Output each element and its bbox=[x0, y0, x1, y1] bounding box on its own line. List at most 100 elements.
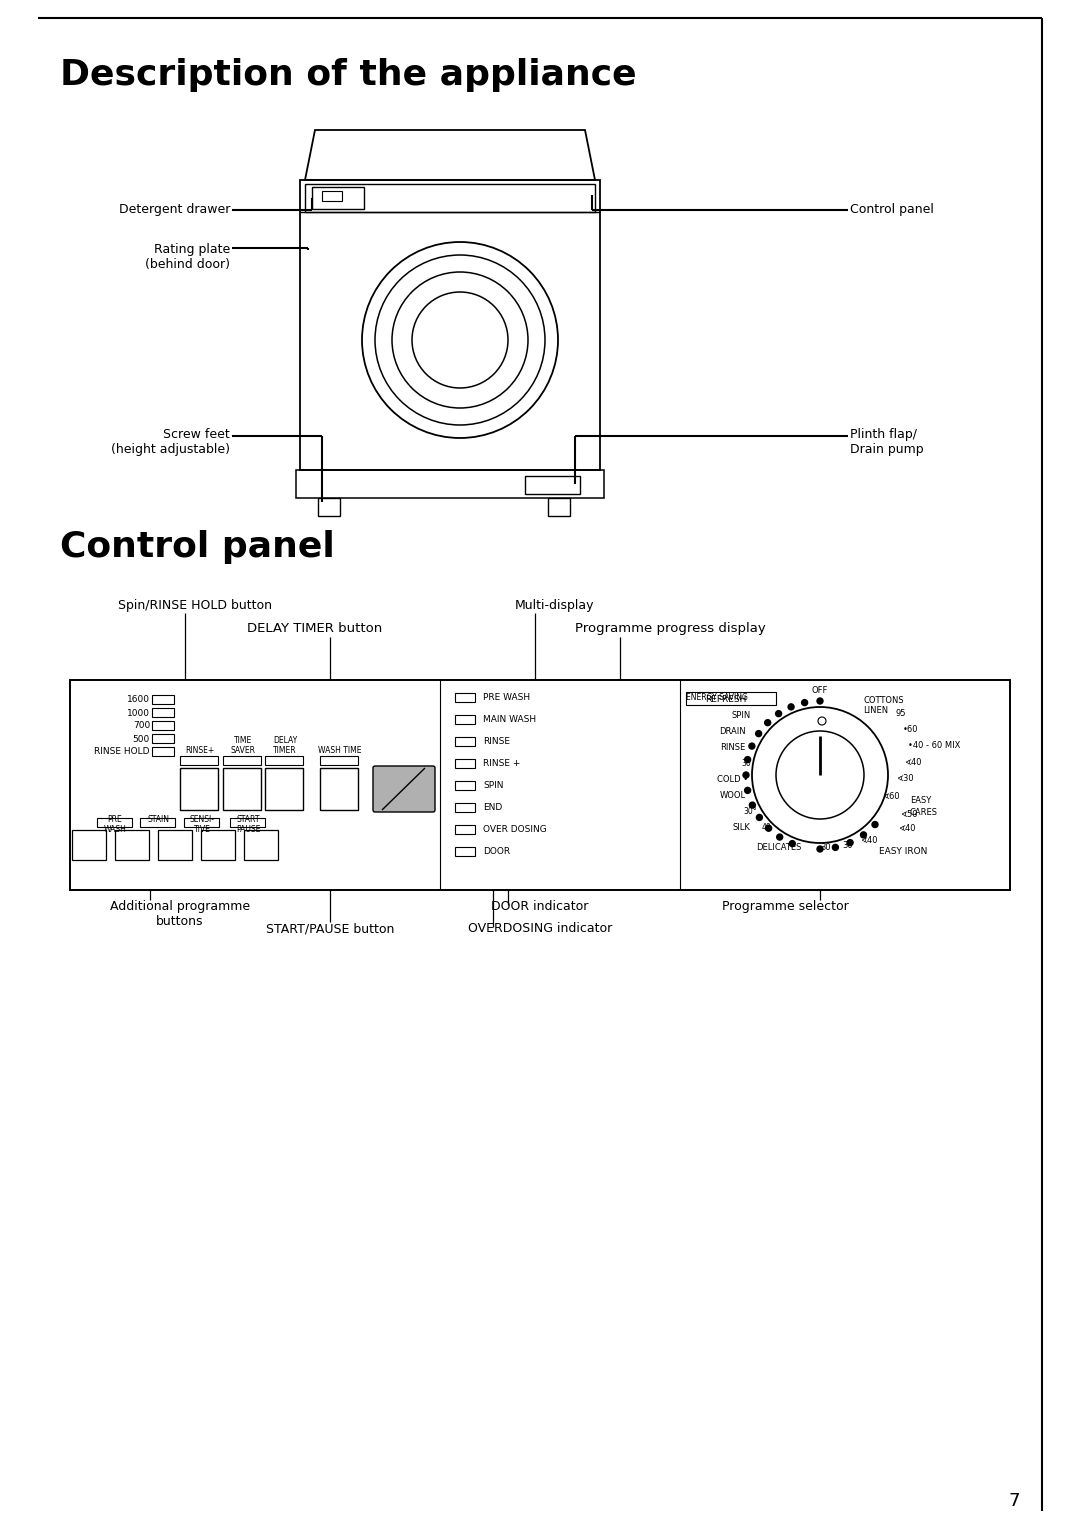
Text: DOOR: DOOR bbox=[483, 847, 510, 856]
Text: •60: •60 bbox=[903, 725, 918, 734]
Text: STAIN: STAIN bbox=[147, 815, 168, 824]
Text: MAIN WASH: MAIN WASH bbox=[483, 716, 536, 725]
Text: DELAY TIMER button: DELAY TIMER button bbox=[247, 622, 382, 635]
Text: 95: 95 bbox=[896, 709, 906, 719]
Circle shape bbox=[833, 844, 838, 850]
Text: DOOR indicator: DOOR indicator bbox=[491, 901, 589, 913]
Bar bbox=[244, 830, 278, 859]
Text: Plinth flap/
Drain pump: Plinth flap/ Drain pump bbox=[850, 428, 923, 456]
Circle shape bbox=[847, 839, 853, 846]
Circle shape bbox=[765, 720, 771, 726]
Bar bbox=[455, 716, 475, 725]
Text: ∢50: ∢50 bbox=[900, 809, 918, 818]
Text: ∢40: ∢40 bbox=[861, 835, 878, 844]
Bar bbox=[455, 847, 475, 856]
Text: RINSE: RINSE bbox=[719, 743, 745, 752]
Circle shape bbox=[777, 833, 783, 839]
Text: SPIN: SPIN bbox=[483, 781, 503, 790]
Circle shape bbox=[861, 832, 866, 838]
Bar bbox=[70, 680, 1010, 890]
Bar bbox=[152, 748, 174, 755]
Circle shape bbox=[816, 846, 823, 852]
Bar bbox=[152, 722, 174, 729]
Text: Programme selector: Programme selector bbox=[721, 901, 849, 913]
Text: DRAIN: DRAIN bbox=[719, 728, 746, 737]
Text: PRE
WASH: PRE WASH bbox=[104, 815, 126, 835]
Circle shape bbox=[775, 711, 782, 717]
Text: 30: 30 bbox=[821, 842, 832, 852]
Circle shape bbox=[789, 841, 795, 847]
Text: ∢40: ∢40 bbox=[904, 757, 921, 766]
Bar bbox=[184, 818, 219, 827]
Bar bbox=[265, 755, 303, 764]
Text: Detergent drawer: Detergent drawer bbox=[119, 203, 230, 217]
Text: Control panel: Control panel bbox=[850, 203, 934, 217]
Text: Programme progress display: Programme progress display bbox=[575, 622, 766, 635]
Bar bbox=[305, 183, 595, 213]
Text: Multi-display: Multi-display bbox=[515, 599, 595, 612]
Text: CARES: CARES bbox=[910, 807, 939, 816]
Bar bbox=[322, 191, 342, 200]
Bar bbox=[230, 818, 265, 827]
Circle shape bbox=[816, 699, 823, 703]
Text: ∢60: ∢60 bbox=[882, 792, 900, 801]
Bar bbox=[180, 768, 218, 810]
Bar bbox=[455, 758, 475, 768]
Text: Control panel: Control panel bbox=[60, 531, 335, 564]
Text: 700: 700 bbox=[133, 722, 150, 731]
Text: Description of the appliance: Description of the appliance bbox=[60, 58, 636, 92]
Text: COLD •: COLD • bbox=[717, 775, 748, 784]
Bar bbox=[318, 498, 340, 515]
Text: RINSE+: RINSE+ bbox=[186, 746, 215, 755]
Bar bbox=[320, 755, 357, 764]
Text: RINSE: RINSE bbox=[483, 737, 510, 746]
Circle shape bbox=[744, 787, 751, 794]
Text: ENERGY SAVING: ENERGY SAVING bbox=[686, 694, 747, 702]
Circle shape bbox=[750, 803, 755, 809]
Bar bbox=[201, 830, 235, 859]
Text: 40: 40 bbox=[762, 824, 772, 832]
Bar bbox=[152, 734, 174, 743]
Bar bbox=[222, 768, 261, 810]
Circle shape bbox=[744, 757, 751, 763]
Circle shape bbox=[743, 772, 750, 778]
Text: RINSE HOLD: RINSE HOLD bbox=[95, 748, 150, 757]
Bar bbox=[114, 830, 149, 859]
Bar bbox=[180, 755, 218, 764]
Text: START/PAUSE button: START/PAUSE button bbox=[266, 922, 394, 936]
Text: 1000: 1000 bbox=[127, 708, 150, 717]
Text: •40 - 60 MIX: •40 - 60 MIX bbox=[908, 742, 960, 751]
Text: 30: 30 bbox=[741, 760, 751, 769]
Text: 7: 7 bbox=[1009, 1492, 1020, 1511]
Bar bbox=[72, 830, 106, 859]
Text: SILK: SILK bbox=[732, 824, 750, 832]
Bar bbox=[455, 693, 475, 702]
Bar bbox=[686, 693, 777, 705]
Text: PRE WASH: PRE WASH bbox=[483, 694, 530, 702]
Bar bbox=[265, 768, 303, 810]
Bar bbox=[222, 755, 261, 764]
Text: COTTONS
LINEN: COTTONS LINEN bbox=[863, 696, 904, 716]
Text: WASH TIME: WASH TIME bbox=[319, 746, 362, 755]
Text: WOOL: WOOL bbox=[720, 792, 746, 801]
Circle shape bbox=[748, 743, 755, 749]
Bar bbox=[152, 708, 174, 717]
Bar bbox=[158, 830, 192, 859]
Circle shape bbox=[766, 826, 771, 832]
Text: SPIN: SPIN bbox=[732, 711, 751, 720]
Bar bbox=[300, 180, 600, 469]
Text: EASY: EASY bbox=[910, 797, 931, 804]
Bar bbox=[455, 826, 475, 833]
Bar bbox=[296, 469, 604, 498]
Circle shape bbox=[756, 815, 762, 821]
Text: OVER DOSING: OVER DOSING bbox=[483, 826, 546, 835]
Bar bbox=[455, 737, 475, 746]
Text: Screw feet
(height adjustable): Screw feet (height adjustable) bbox=[111, 428, 230, 456]
Text: OFF: OFF bbox=[812, 687, 828, 696]
Bar bbox=[140, 818, 175, 827]
Text: DELAY
TIMER: DELAY TIMER bbox=[273, 735, 297, 755]
Text: 500: 500 bbox=[133, 734, 150, 743]
Circle shape bbox=[788, 703, 794, 709]
Text: 1600: 1600 bbox=[127, 696, 150, 705]
Bar bbox=[312, 187, 364, 209]
